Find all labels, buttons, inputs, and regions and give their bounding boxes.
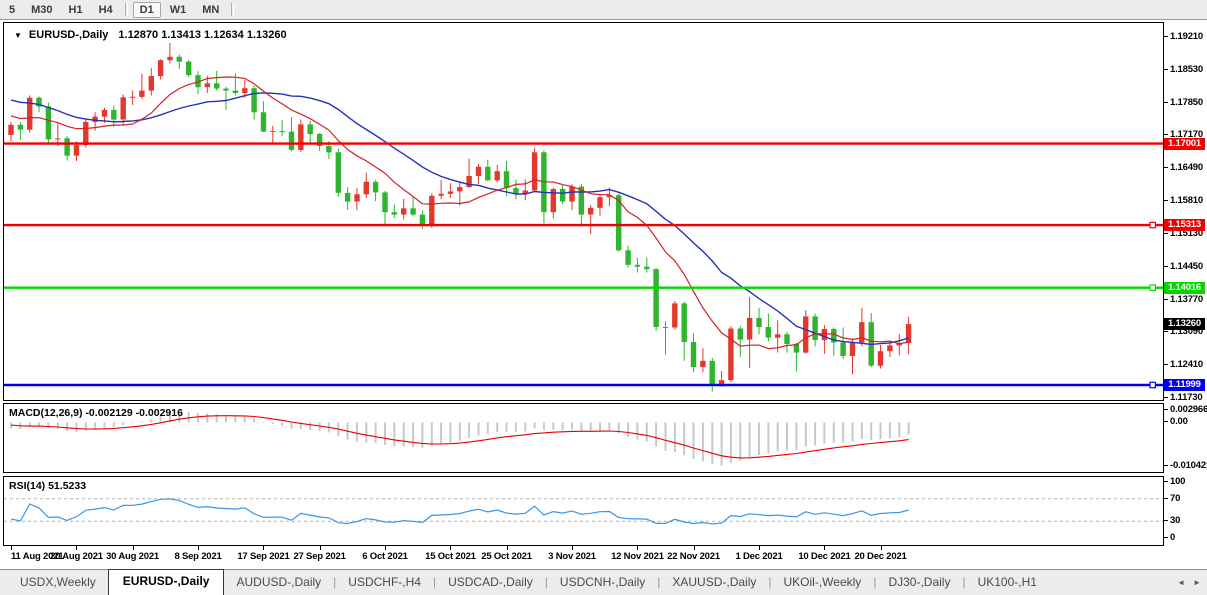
hline-price-badge: 1.15313: [1164, 219, 1205, 232]
date-axis-tick: [824, 546, 826, 550]
hline-price-badge: 1.14016: [1164, 281, 1205, 294]
y-axis-tick: 1.13090: [1164, 326, 1203, 338]
date-axis-tick: [759, 546, 760, 550]
timeframe-button-h4[interactable]: H4: [98, 3, 113, 16]
main-chart-panel: ▼ EURUSD-,Daily 1.12870 1.13413 1.12634 …: [3, 22, 1164, 401]
date-axis-label: 20 Aug 2021: [49, 551, 103, 562]
tab-scroll-left-icon[interactable]: ◄: [1177, 578, 1186, 587]
toolbar-separator: [231, 3, 235, 16]
macd-scale-value: 0.002966: [1163, 403, 1207, 415]
timeframe-button-h1[interactable]: H1: [68, 3, 83, 16]
y-axis-tick: 1.12410: [1164, 359, 1203, 371]
timeframe-toolbar: 5 M30 H1 H4 D1 W1 MN: [0, 0, 1207, 20]
date-axis-tick: [450, 546, 452, 550]
y-axis-tick: 1.16490: [1164, 162, 1203, 174]
tab-scroll-arrows: ◄ ►: [1177, 578, 1201, 587]
y-axis-tick: 1.15810: [1164, 195, 1203, 207]
date-axis-label: 12 Nov 2021: [611, 551, 664, 562]
date-axis-tick: [880, 546, 882, 550]
timeframe-button-m30[interactable]: M30: [31, 3, 53, 16]
chart-tab-usdx-weekly[interactable]: USDX,Weekly: [20, 575, 96, 589]
date-axis-label: 20 Dec 2021: [854, 551, 907, 562]
date-axis-tick: [385, 546, 386, 550]
chart-tab-xauusd-daily[interactable]: XAUUSD-,Daily: [672, 575, 757, 589]
candlestick-chart-canvas[interactable]: [4, 23, 1163, 400]
rsi-level-value: 70: [1163, 492, 1181, 504]
y-axis-tick: 1.17170: [1164, 129, 1203, 141]
date-axis-label: 11 Aug 2021: [11, 551, 64, 562]
date-axis-label: 3 Nov 2021: [548, 551, 596, 562]
tab-separator: |: [657, 575, 661, 589]
y-axis-tick: 1.13770: [1164, 293, 1203, 305]
date-axis-tick: [132, 546, 134, 550]
date-axis-label: 1 Dec 2021: [735, 551, 783, 562]
rsi-level-value: 0: [1163, 532, 1176, 543]
chart-tab-usdcnh-daily[interactable]: USDCNH-,Daily: [559, 575, 646, 589]
y-axis-tick: 1.19210: [1164, 31, 1203, 42]
y-axis-tick: 1.11730: [1163, 391, 1203, 403]
tab-separator: |: [768, 575, 772, 589]
y-axis-tick: 1.18530: [1164, 63, 1203, 75]
timeframe-button-mn[interactable]: MN: [202, 3, 220, 16]
date-axis-label: 10 Dec 2021: [798, 551, 851, 562]
macd-scale-value: 0.00: [1164, 416, 1188, 428]
date-axis-label: 6 Oct 2021: [362, 551, 408, 562]
tab-separator: |: [873, 575, 877, 589]
rsi-label: RSI(14) 51.5233: [9, 480, 87, 492]
chart-collapse-icon[interactable]: ▼: [14, 30, 22, 40]
date-axis-tick: [76, 546, 78, 550]
y-axis-tick: 1.17850: [1164, 96, 1203, 108]
chart-tab-audusd-daily[interactable]: AUDUSD-,Daily: [236, 575, 322, 589]
chart-tab-uk100-h1[interactable]: UK100-,H1: [977, 575, 1037, 589]
chart-symbol-label: EURUSD-,Daily: [28, 29, 109, 41]
hline-price-badge: 1.17001: [1164, 137, 1205, 150]
macd-label: MACD(12,26,9) -0.002129 -0.002916: [9, 407, 183, 419]
y-axis-tick: 1.14450: [1164, 260, 1203, 272]
toolbar-separator: [124, 3, 128, 16]
tab-separator: |: [432, 575, 437, 589]
chart-tab-dj30-daily[interactable]: DJ30-,Daily: [888, 575, 951, 589]
hline-price-badge: 1.11999: [1164, 379, 1205, 391]
date-axis-label: 17 Sep 2021: [237, 551, 290, 562]
date-axis-label: 27 Sep 2021: [293, 551, 346, 562]
tab-scroll-right-icon[interactable]: ►: [1193, 578, 1201, 587]
date-axis-label: 30 Aug 2021: [106, 551, 159, 562]
date-axis-label: 15 Oct 2021: [425, 551, 476, 562]
macd-scale-value: -0.010421: [1164, 460, 1207, 471]
tab-separator: |: [333, 575, 337, 589]
tab-separator: |: [544, 575, 548, 589]
rsi-level-value: 100: [1163, 476, 1186, 487]
rsi-chart-canvas[interactable]: [4, 477, 1163, 545]
timeframe-button-d1[interactable]: D1: [132, 1, 161, 18]
macd-chart-canvas[interactable]: [4, 404, 1163, 472]
y-axis-tick: 1.15130: [1164, 227, 1203, 239]
date-axis-tick: [11, 546, 12, 550]
chart-header: ▼ EURUSD-,Daily 1.12870 1.13413 1.12634 …: [14, 29, 287, 41]
chart-tab-ukoil-weekly[interactable]: UKOil-,Weekly: [783, 575, 862, 589]
date-axis-tick: [506, 546, 508, 550]
date-axis-tick: [637, 546, 639, 550]
current-price-badge: 1.13260: [1164, 318, 1205, 331]
date-axis-tick: [319, 546, 321, 550]
chart-tab-bar: USDX,Weekly EURUSD-,Daily AUDUSD-,Daily | US…: [0, 569, 1207, 595]
date-axis-label: 25 Oct 2021: [481, 551, 532, 562]
timeframe-button-w1[interactable]: W1: [169, 3, 187, 16]
date-axis-tick: [263, 546, 265, 550]
date-axis-tick: [198, 546, 199, 550]
macd-panel: MACD(12,26,9) -0.002129 -0.002916: [3, 403, 1164, 473]
chart-tab-usdchf-h4[interactable]: USDCHF-,H4: [348, 575, 421, 589]
date-axis-label: 8 Sep 2021: [174, 551, 222, 562]
date-axis-label: 22 Nov 2021: [667, 551, 720, 562]
rsi-level-value: 30: [1163, 515, 1181, 527]
tab-separator: |: [962, 575, 966, 589]
date-axis-tick: [693, 546, 695, 550]
date-axis-tick: [572, 546, 573, 550]
chart-tab-usdcad-daily[interactable]: USDCAD-,Daily: [448, 575, 533, 589]
chart-ohlc-values: 1.12870 1.13413 1.12634 1.13260: [118, 29, 287, 41]
rsi-panel: RSI(14) 51.5233: [3, 476, 1164, 546]
chart-tab-eurusd-daily[interactable]: EURUSD-,Daily: [107, 569, 225, 595]
timeframe-button-5[interactable]: 5: [9, 3, 16, 16]
